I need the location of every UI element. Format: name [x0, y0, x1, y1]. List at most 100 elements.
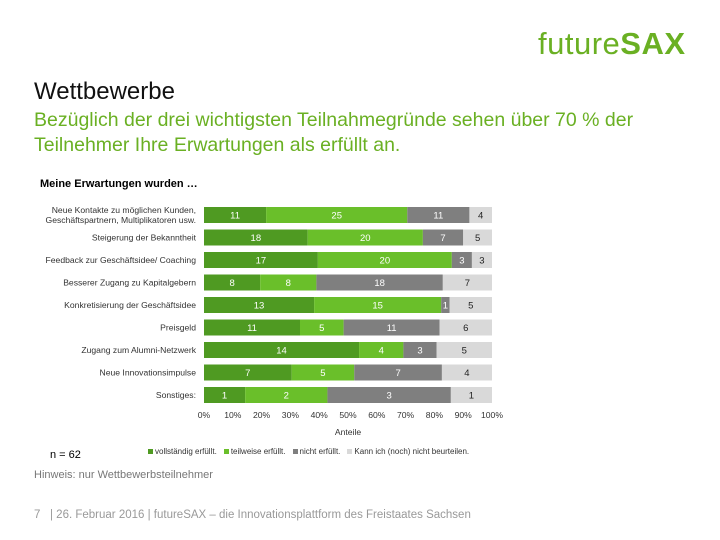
bar-segment	[204, 207, 267, 223]
x-tick-label: 20%	[253, 410, 271, 420]
bar-segment	[327, 387, 451, 403]
data-label: 8	[229, 278, 234, 289]
data-label: 3	[386, 391, 391, 402]
x-tick-label: 30%	[282, 410, 300, 420]
legend-item: teilweise erfüllt.	[223, 447, 286, 456]
slide-subtitle: Bezüglich der drei wichtigsten Teilnahme…	[34, 109, 634, 156]
footer-text: | 26. Februar 2016 | futureSAX – die Inn…	[50, 509, 471, 521]
data-label: 1	[443, 301, 448, 312]
legend-label: Kann ich (noch) nicht beurteilen.	[354, 447, 470, 456]
data-label: 1	[222, 391, 227, 402]
data-label: 3	[417, 346, 422, 357]
bar-segment	[463, 229, 492, 246]
bar-segment	[442, 274, 492, 291]
data-label: 3	[459, 256, 464, 267]
legend-label: teilweise erfüllt.	[230, 447, 286, 456]
x-axis-label: Anteile	[335, 427, 361, 437]
bar-segment	[314, 297, 442, 313]
x-tick-label: 10%	[224, 410, 242, 420]
x-tick-label: 90%	[455, 410, 473, 420]
data-label: 7	[465, 278, 470, 289]
bar-segment	[316, 274, 443, 291]
legend-item: nicht erfüllt.	[292, 447, 340, 456]
logo-bold: SAX	[620, 26, 686, 61]
bar-segment	[451, 252, 472, 268]
category-label: Neue Innovationsimpulse	[100, 368, 197, 378]
futuresax-logo: futureSAX	[538, 26, 686, 62]
bar-segment	[291, 364, 355, 381]
logo-light: future	[538, 26, 621, 61]
data-label: 20	[380, 256, 391, 267]
data-label: 5	[320, 368, 325, 379]
category-label: Konkretisierung der Geschäftsidee	[64, 300, 196, 310]
bar-segment	[354, 364, 442, 381]
data-label: 7	[395, 368, 400, 379]
bar-segment	[204, 364, 292, 381]
x-tick-label: 50%	[339, 410, 357, 420]
bar-segment	[300, 319, 344, 336]
data-label: 1	[469, 391, 474, 402]
legend: vollständig erfüllt. teilweise erfüllt. ni…	[148, 447, 469, 456]
legend-label: vollständig erfüllt.	[155, 447, 217, 456]
data-label: 6	[463, 323, 468, 334]
data-label: 8	[286, 278, 291, 289]
bar-segment	[469, 207, 492, 223]
data-label: 17	[256, 256, 267, 267]
bar-segment	[441, 297, 450, 313]
data-label: 7	[440, 233, 445, 244]
bar-segment	[204, 252, 318, 268]
legend-swatch	[347, 449, 353, 454]
bar-segment	[450, 387, 492, 403]
x-tick-label: 70%	[397, 410, 415, 420]
bar-segment	[407, 207, 470, 223]
x-tick-label: 60%	[368, 410, 386, 420]
data-label: 2	[284, 391, 289, 402]
data-label: 15	[372, 301, 383, 312]
x-tick-label: 0%	[198, 410, 211, 420]
legend-swatch	[223, 449, 229, 454]
bar-segment	[439, 319, 492, 336]
bar-segment	[204, 274, 261, 291]
bar-segment	[204, 387, 246, 403]
bar-segment	[204, 342, 360, 358]
x-tick-label: 80%	[426, 410, 444, 420]
category-label: Neue Kontakte zu möglichen Kunden, Geschä…	[46, 205, 196, 225]
bar-segment	[307, 229, 423, 246]
data-label: 3	[479, 256, 484, 267]
bar-segment	[403, 342, 437, 358]
bar-segment	[359, 342, 404, 358]
x-tick-label: 40%	[311, 410, 329, 420]
data-label: 7	[245, 368, 250, 379]
data-label: 4	[464, 368, 469, 379]
data-label: 5	[475, 233, 480, 244]
data-label: 5	[468, 301, 473, 312]
bar-segment	[343, 319, 440, 336]
bar-segment	[245, 387, 328, 403]
bar-segment	[266, 207, 408, 223]
category-label: Preisgeld	[160, 323, 196, 333]
legend-swatch	[148, 449, 153, 454]
bar-segment	[317, 252, 452, 268]
legend-item: Kann ich (noch) nicht beurteilen.	[347, 447, 469, 456]
bar-segment	[204, 319, 300, 336]
category-label: Zugang zum Alumni-Netzwerk	[81, 345, 196, 355]
data-label: 25	[331, 211, 342, 222]
page-number: 7	[34, 509, 41, 521]
bar-segment	[471, 252, 492, 268]
data-label: 11	[433, 211, 443, 222]
bar-segment	[436, 342, 492, 358]
legend-item: vollständig erfüllt.	[148, 447, 217, 456]
data-label: 18	[374, 278, 385, 289]
bar-segment	[204, 229, 308, 246]
sample-size: n = 62	[50, 449, 81, 461]
data-label: 5	[462, 346, 467, 357]
data-label: 4	[478, 211, 483, 222]
category-label: Besserer Zugang zu Kapitalgebern	[63, 278, 196, 288]
data-label: 14	[276, 346, 287, 357]
data-label: 20	[360, 233, 371, 244]
data-label: 5	[319, 323, 324, 334]
bar-segment	[260, 274, 317, 291]
bar-segment	[449, 297, 492, 313]
data-label: 11	[230, 211, 240, 222]
